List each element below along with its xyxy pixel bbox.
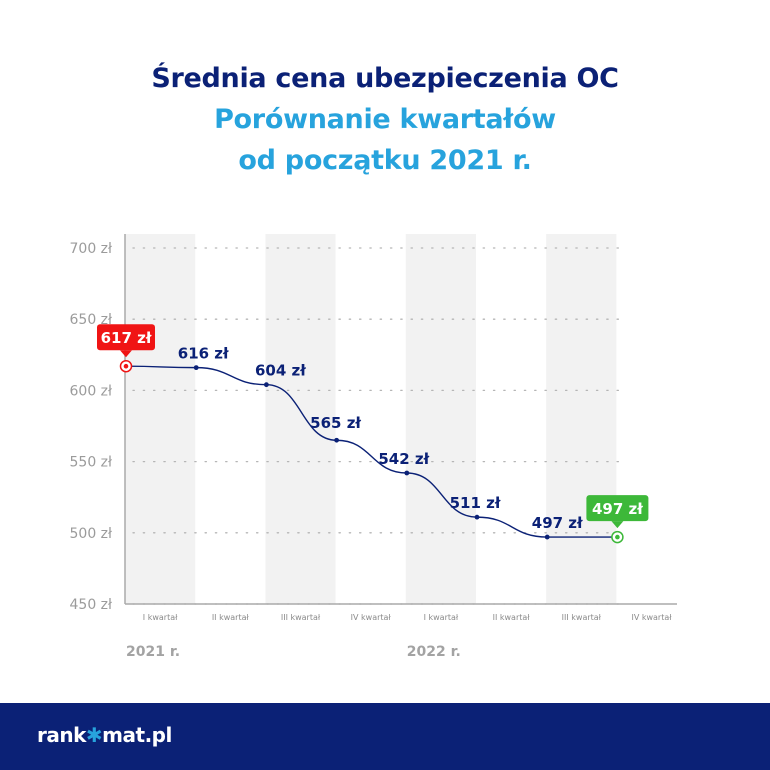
y-tick-label: 600 zł: [70, 383, 113, 399]
data-point: [193, 365, 199, 371]
logo-prefix: rank: [37, 723, 86, 747]
chart-title-block: Średnia cena ubezpieczenia OC Porównanie…: [0, 58, 770, 181]
x-tick-label: II kwartał: [493, 613, 531, 622]
callout-pointer: [120, 350, 132, 358]
callout-badge: [586, 495, 649, 522]
x-tick-label: IV kwartał: [631, 613, 672, 622]
x-tick-label: I kwartał: [143, 613, 178, 622]
data-point: [474, 514, 480, 520]
data-label: 565 zł: [310, 414, 361, 432]
quarter-band: [405, 234, 476, 604]
callout-pointer: [611, 521, 624, 529]
y-tick-label: 700 zł: [70, 241, 113, 257]
callout-badge: [97, 324, 155, 351]
y-tick-label: 500 zł: [70, 526, 113, 542]
data-point: [404, 470, 410, 476]
year-label: 2021 r.: [126, 644, 180, 660]
brand-logo[interactable]: rank✱mat.pl: [37, 723, 172, 747]
x-tick-label: IV kwartał: [351, 613, 392, 622]
series-line: [125, 365, 618, 538]
logo-star-icon: ✱: [85, 723, 103, 747]
data-label: 616 zł: [178, 345, 229, 363]
x-tick-label: I kwartał: [424, 613, 459, 622]
chart-title: Średnia cena ubezpieczenia OC: [151, 63, 619, 94]
x-tick-label: III kwartał: [562, 613, 602, 622]
footer-bar: rank✱mat.pl: [0, 703, 770, 770]
chart-subtitle-line1: Porównanie kwartałów: [214, 104, 556, 135]
quarter-band: [546, 234, 617, 604]
x-tick-label: III kwartał: [281, 613, 321, 622]
logo-suffix: mat.pl: [102, 723, 172, 747]
x-tick-label: II kwartał: [212, 613, 250, 622]
y-tick-label: 550 zł: [70, 455, 113, 471]
data-label: 542 zł: [378, 450, 429, 468]
data-label: 511 zł: [450, 494, 501, 512]
data-point: [264, 382, 269, 388]
data-label: 604 zł: [255, 362, 306, 380]
data-point: [544, 534, 550, 540]
highlight-point-dot: [123, 363, 129, 369]
quarter-band: [265, 234, 336, 604]
y-tick-label: 450 zł: [70, 597, 113, 613]
data-point: [334, 437, 339, 443]
highlight-point-dot: [615, 534, 620, 540]
callout-label: 617 zł: [101, 329, 152, 347]
data-label: 497 zł: [532, 514, 583, 532]
year-label: 2022 r.: [407, 644, 461, 660]
callout-label: 497 zł: [592, 500, 643, 518]
chart-subtitle-line2: od początku 2021 r.: [238, 145, 532, 176]
quarter-band: [125, 234, 196, 604]
